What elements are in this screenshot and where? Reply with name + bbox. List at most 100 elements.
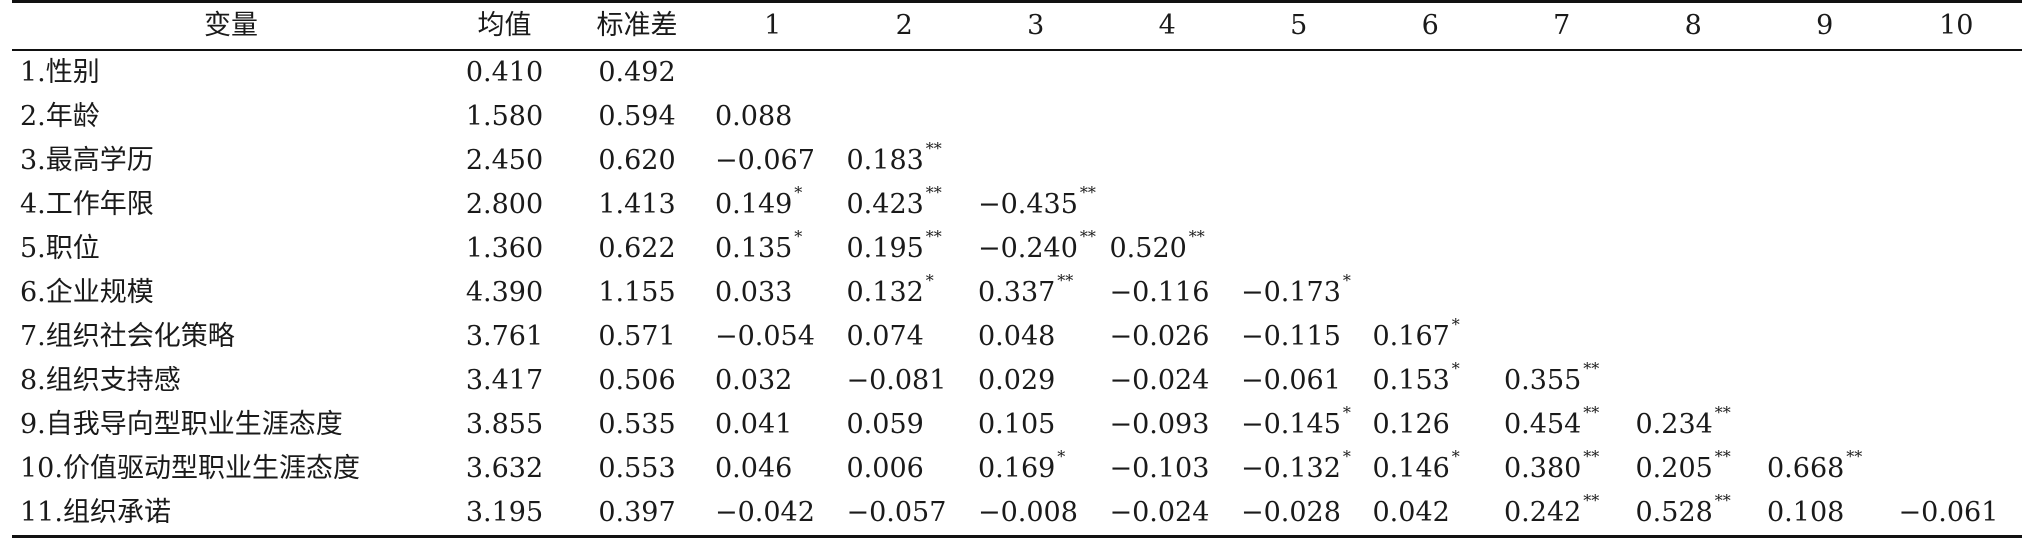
- correlation-cell: 0.132 *: [839, 271, 971, 315]
- correlation-value: 0.108: [1767, 497, 1845, 528]
- header-col-7: 7: [1553, 10, 1571, 41]
- significance-marker: **: [1057, 271, 1074, 290]
- significance-marker: **: [925, 227, 942, 246]
- correlation-cell: 0.668 **: [1759, 447, 1891, 491]
- mean-cell: 3.632: [465, 453, 544, 484]
- correlation-cell: [970, 50, 1102, 95]
- correlation-cell: −0.081: [839, 359, 971, 403]
- correlation-cell: [1496, 315, 1628, 359]
- correlation-cell: 0.108: [1759, 491, 1891, 537]
- significance-marker: *: [925, 271, 934, 290]
- mean-cell: 2.450: [465, 145, 544, 176]
- correlation-cell: [1628, 227, 1760, 271]
- correlation-value: 0.528: [1635, 497, 1713, 528]
- mean-cell: 4.390: [465, 277, 544, 308]
- header-col-3: 3: [1027, 10, 1045, 41]
- table-row: 10.价值驱动型职业生涯态度 3.632 0.553 0.046 0.006 0.169 *…: [12, 447, 2022, 491]
- correlation-value: −0.116: [1109, 277, 1210, 308]
- variable-name-cell: 3.最高学历: [20, 145, 154, 176]
- correlation-value: 0.048: [978, 321, 1056, 352]
- correlation-cell: 0.126: [1365, 403, 1497, 447]
- correlation-cell: [1891, 95, 2023, 139]
- variable-name-cell: 4.工作年限: [20, 189, 154, 220]
- sd-cell: 0.492: [598, 57, 676, 88]
- correlation-cell: −0.067: [707, 139, 839, 183]
- significance-marker: *: [1451, 447, 1460, 466]
- correlation-value: 0.032: [715, 365, 793, 396]
- sd-cell: 0.594: [598, 101, 676, 132]
- header-col-5: 5: [1290, 10, 1308, 41]
- correlation-cell: [1891, 227, 2023, 271]
- sd-cell: 0.553: [598, 453, 676, 484]
- correlation-value: 0.668: [1767, 453, 1845, 484]
- correlation-cell: [1496, 50, 1628, 95]
- correlation-value: −0.026: [1109, 321, 1210, 352]
- sd-cell: 0.620: [598, 145, 676, 176]
- sd-cell: 0.622: [598, 233, 676, 264]
- header-col-4: 4: [1158, 10, 1176, 41]
- correlation-cell: 0.032: [707, 359, 839, 403]
- variable-name-cell: 1.性别: [20, 57, 100, 88]
- correlation-cell: 0.074: [839, 315, 971, 359]
- table-row: 9.自我导向型职业生涯态度 3.855 0.535 0.041 0.059 0.105 −0…: [12, 403, 2022, 447]
- significance-marker: **: [1714, 491, 1731, 510]
- correlation-cell: 0.355 **: [1496, 359, 1628, 403]
- correlation-cell: 0.006: [839, 447, 971, 491]
- correlation-cell: 0.205 **: [1628, 447, 1760, 491]
- correlation-cell: [1628, 315, 1760, 359]
- correlation-cell: −0.054: [707, 315, 839, 359]
- correlation-cell: 0.105: [970, 403, 1102, 447]
- correlation-cell: [1365, 50, 1497, 95]
- correlation-cell: [1891, 447, 2023, 491]
- correlation-cell: 0.423 **: [839, 183, 971, 227]
- correlation-cell: [1628, 139, 1760, 183]
- sd-cell: 1.413: [598, 189, 676, 220]
- correlation-cell: [1233, 95, 1365, 139]
- correlation-value: 0.454: [1504, 409, 1582, 440]
- correlation-value: −0.173: [1241, 277, 1341, 308]
- correlation-cell: [1628, 359, 1760, 403]
- sd-cell: 0.506: [598, 365, 676, 396]
- table-row: 6.企业规模 4.390 1.155 0.033 0.132 * 0.337 ** −0.116…: [12, 271, 2022, 315]
- correlation-cell: −0.024: [1102, 359, 1234, 403]
- correlation-cell: [1759, 50, 1891, 95]
- correlation-value: 0.234: [1635, 409, 1713, 440]
- correlation-cell: 0.146 *: [1365, 447, 1497, 491]
- correlation-cell: 0.337 **: [970, 271, 1102, 315]
- correlation-value: 0.153: [1372, 365, 1450, 396]
- correlation-value: 0.520: [1109, 233, 1187, 264]
- significance-marker: **: [1079, 227, 1096, 246]
- variable-name-cell: 11.组织承诺: [20, 497, 171, 528]
- correlation-cell: −0.061: [1891, 491, 2023, 537]
- correlation-cell: 0.149 *: [707, 183, 839, 227]
- correlation-value: 0.242: [1504, 497, 1582, 528]
- correlation-cell: [1365, 271, 1497, 315]
- header-col-10: 10: [1939, 10, 1974, 41]
- sd-cell: 1.155: [598, 277, 676, 308]
- correlation-cell: [970, 95, 1102, 139]
- significance-marker: **: [1583, 359, 1600, 378]
- table-row: 11.组织承诺 3.195 0.397 −0.042 −0.057 −0.008 −0.02…: [12, 491, 2022, 537]
- correlation-value: 0.059: [846, 409, 924, 440]
- significance-marker: *: [1342, 271, 1351, 290]
- correlation-cell: [1759, 271, 1891, 315]
- correlation-cell: −0.042: [707, 491, 839, 537]
- significance-marker: **: [1583, 447, 1600, 466]
- correlation-cell: 0.135 *: [707, 227, 839, 271]
- correlation-cell: [1102, 95, 1234, 139]
- header-col-1: 1: [764, 10, 782, 41]
- significance-marker: *: [1451, 359, 1460, 378]
- correlation-cell: [1891, 139, 2023, 183]
- correlation-cell: 0.528 **: [1628, 491, 1760, 537]
- correlation-value: −0.081: [846, 365, 947, 396]
- mean-cell: 3.761: [465, 321, 544, 352]
- table-header-row: 变量 均值 标准差 1 2 3 4 5 6 7 8 9 10: [12, 1, 2022, 50]
- table-row: 2.年龄 1.580 0.594 0.088: [12, 95, 2022, 139]
- correlation-value: 0.169: [978, 453, 1056, 484]
- table-row: 8.组织支持感 3.417 0.506 0.032 −0.081 0.029 −0.024−…: [12, 359, 2022, 403]
- correlation-cell: [1365, 183, 1497, 227]
- correlation-value: 0.146: [1372, 453, 1450, 484]
- correlation-cell: −0.028: [1233, 491, 1365, 537]
- correlation-cell: [707, 50, 839, 95]
